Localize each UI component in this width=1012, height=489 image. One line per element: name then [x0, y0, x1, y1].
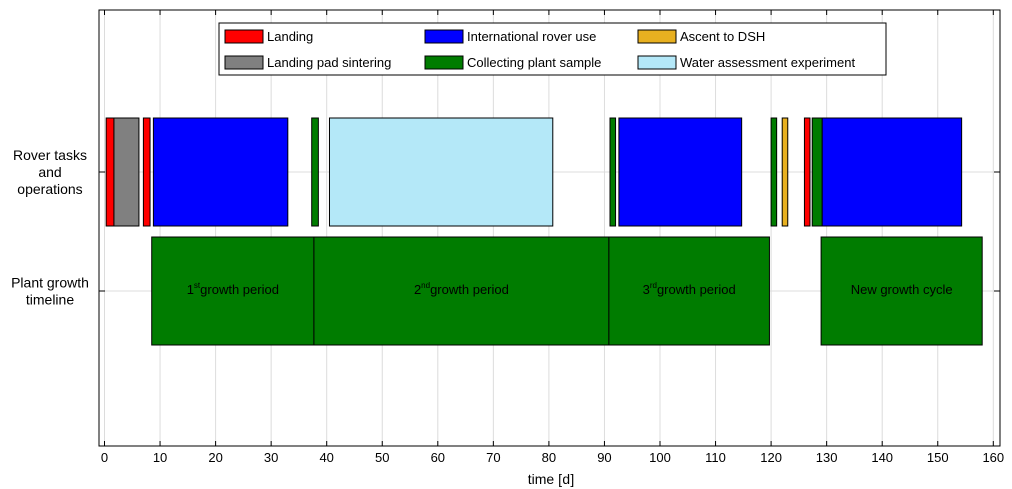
row-label-rover: operations	[17, 181, 82, 197]
legend-box	[218, 22, 887, 76]
x-tick-label: 50	[375, 450, 389, 465]
x-tick-label: 60	[431, 450, 445, 465]
legend: Landing International rover use Ascent to …	[218, 22, 887, 76]
timeline-bars: 1stgrowth period 2ndgrowth period 3rdgrowt…	[105, 117, 983, 346]
x-tick-label: 40	[319, 450, 333, 465]
growth-period-bar	[820, 236, 983, 346]
plot-border	[98, 9, 1001, 447]
x-tick-label: 80	[542, 450, 556, 465]
rover-task-bar-landing	[142, 117, 151, 227]
legend-swatch-water	[637, 55, 677, 70]
x-tick-label: 150	[927, 450, 949, 465]
x-tick-label: 100	[649, 450, 671, 465]
rover-task-bar-rover_use	[618, 117, 743, 227]
legend-swatch-rover_use	[424, 29, 464, 44]
legend-label-water: Water assessment experiment	[680, 55, 855, 70]
row-label-rover: and	[38, 164, 61, 180]
growth-period-label: 3rdgrowth period	[643, 281, 736, 297]
row-label-rover: Rover tasks	[13, 147, 87, 163]
growth-period-label: 1stgrowth period	[187, 281, 279, 297]
legend-label-sample: Collecting plant sample	[467, 55, 601, 70]
rover-task-bar-water	[328, 117, 554, 227]
x-tick-label: 140	[871, 450, 893, 465]
x-axis-label: time [d]	[528, 471, 575, 489]
row-label-plant: Plant growth	[11, 275, 89, 291]
x-tick-label: 110	[705, 450, 726, 465]
growth-period-label: 2ndgrowth period	[414, 281, 509, 297]
growth-period-bar	[151, 236, 315, 346]
x-tick-label: 160	[982, 450, 1004, 465]
legend-label-rover_use: International rover use	[467, 29, 596, 44]
rover-task-bar-sample	[609, 117, 617, 227]
x-tick-label: 120	[760, 450, 782, 465]
rover-task-bar-ascent	[781, 117, 789, 227]
legend-label-landing: Landing	[267, 29, 313, 44]
legend-label-ascent: Ascent to DSH	[680, 29, 765, 44]
legend-swatch-landing	[224, 29, 264, 44]
growth-period-label: New growth cycle	[851, 282, 953, 297]
plot-frame	[98, 9, 1001, 447]
x-tick-label: 90	[597, 450, 611, 465]
rover-task-bar-landing	[803, 117, 811, 227]
rover-task-bar-sample	[811, 117, 823, 227]
x-tick-label: 130	[816, 450, 838, 465]
rover-task-bar-landing	[105, 117, 115, 227]
rover-task-bar-rover_use	[152, 117, 289, 227]
row-label-plant: timeline	[26, 292, 74, 308]
x-tick-label: 70	[486, 450, 500, 465]
growth-period-bar	[608, 236, 770, 346]
x-axis-ticks: 0 10 20 30 40 50 60 70 80 90 100 110 120 130 140 150 160	[101, 10, 1004, 465]
x-tick-label: 0	[101, 450, 108, 465]
rover-task-bar-sample	[770, 117, 778, 227]
rover-task-bar-sintering	[113, 117, 140, 227]
legend-label-sintering: Landing pad sintering	[267, 55, 391, 70]
legend-swatch-sintering	[224, 55, 264, 70]
x-tick-label: 30	[264, 450, 278, 465]
growth-period-bar	[313, 236, 610, 346]
rover-task-bar-rover_use	[821, 117, 963, 227]
legend-swatch-sample	[424, 55, 464, 70]
x-tick-label: 20	[208, 450, 222, 465]
rover-task-bar-sample	[311, 117, 319, 227]
legend-swatch-ascent	[637, 29, 677, 44]
x-tick-label: 10	[153, 450, 167, 465]
